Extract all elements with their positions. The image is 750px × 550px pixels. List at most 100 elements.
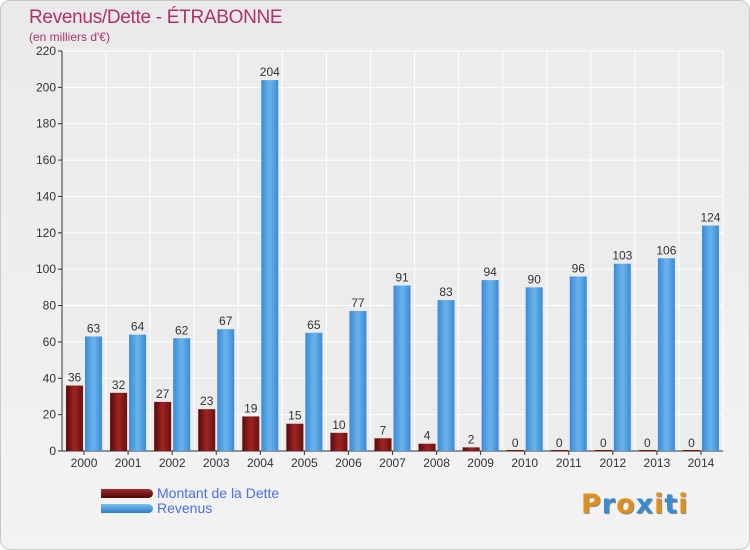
data-label-revenue: 106 xyxy=(656,243,676,257)
bar-debt xyxy=(682,450,700,451)
bar-debt xyxy=(506,450,524,451)
x-tick-label: 2004 xyxy=(247,456,274,470)
legend-label-debt: Montant de la Dette xyxy=(157,485,280,501)
plot-area xyxy=(62,51,723,451)
x-tick-label: 2007 xyxy=(379,456,406,470)
bar-debt xyxy=(286,423,304,451)
logo-letter: x xyxy=(635,489,655,520)
bar-debt xyxy=(110,392,128,451)
y-tick-label: 180 xyxy=(36,117,56,131)
bar-revenue xyxy=(217,329,235,451)
x-tick-label: 2008 xyxy=(423,456,450,470)
y-tick-label: 20 xyxy=(43,408,57,422)
data-label-debt: 0 xyxy=(556,436,563,450)
logo-letter: i xyxy=(678,489,689,520)
data-label-debt: 27 xyxy=(156,387,170,401)
y-tick-label: 100 xyxy=(36,262,56,276)
x-tick-label: 2009 xyxy=(467,456,494,470)
data-label-debt: 15 xyxy=(288,409,302,423)
data-label-revenue: 63 xyxy=(87,321,101,335)
bar-debt xyxy=(594,450,612,451)
data-label-revenue: 62 xyxy=(175,323,189,337)
data-label-debt: 0 xyxy=(688,436,695,450)
data-label-debt: 32 xyxy=(112,378,126,392)
data-label-revenue: 83 xyxy=(439,285,453,299)
bar-revenue xyxy=(613,263,631,451)
y-tick-label: 200 xyxy=(36,80,56,94)
data-label-revenue: 94 xyxy=(483,265,497,279)
data-label-revenue: 91 xyxy=(395,271,409,285)
data-label-revenue: 204 xyxy=(260,65,280,79)
logo-letter: t xyxy=(664,489,679,520)
bar-revenue xyxy=(173,338,191,451)
legend-swatch-revenue xyxy=(101,504,153,513)
bar-revenue xyxy=(481,280,499,451)
bar-revenue xyxy=(393,285,411,451)
y-tick-label: 40 xyxy=(43,371,57,385)
bar-debt xyxy=(462,447,480,451)
logo-letter: P xyxy=(581,489,602,520)
bar-debt xyxy=(638,450,656,451)
data-label-revenue: 67 xyxy=(219,314,233,328)
bar-debt xyxy=(242,416,260,451)
x-tick-label: 2005 xyxy=(291,456,318,470)
logo-letter: i xyxy=(654,489,665,520)
chart-title: Revenus/Dette - ÉTRABONNE xyxy=(29,7,283,28)
data-label-debt: 0 xyxy=(600,436,607,450)
legend-label-revenue: Revenus xyxy=(157,500,213,516)
bar-debt xyxy=(66,385,84,451)
x-tick-label: 2006 xyxy=(335,456,362,470)
data-label-revenue: 124 xyxy=(700,211,720,225)
data-label-revenue: 96 xyxy=(572,261,586,275)
x-tick-label: 2013 xyxy=(644,456,671,470)
y-tick-label: 160 xyxy=(36,153,56,167)
x-tick-label: 2000 xyxy=(71,456,98,470)
data-label-debt: 19 xyxy=(244,401,258,415)
bar-debt xyxy=(198,409,216,451)
y-tick-label: 60 xyxy=(43,335,57,349)
x-tick-label: 2011 xyxy=(556,456,582,470)
data-label-revenue: 103 xyxy=(612,249,632,263)
bar-revenue xyxy=(569,276,587,451)
data-label-debt: 7 xyxy=(380,423,387,437)
logo-letter: o xyxy=(616,489,636,520)
bar-revenue xyxy=(349,311,367,451)
bar-revenue xyxy=(261,80,279,451)
data-label-debt: 23 xyxy=(200,394,214,408)
bar-debt xyxy=(330,432,348,451)
y-tick-label: 140 xyxy=(36,189,56,203)
data-label-revenue: 64 xyxy=(131,320,145,334)
proxiti-logo: Proxiti xyxy=(581,489,689,520)
x-tick-label: 2001 xyxy=(115,456,142,470)
bar-revenue xyxy=(85,336,103,451)
bar-debt xyxy=(154,401,172,451)
chart-subtitle: (en milliers d'€) xyxy=(29,30,110,44)
bar-revenue xyxy=(657,258,675,451)
x-tick-label: 2014 xyxy=(688,456,715,470)
data-label-debt: 2 xyxy=(468,432,475,446)
bar-revenue xyxy=(129,334,147,451)
y-tick-label: 80 xyxy=(43,299,57,313)
y-tick-label: 120 xyxy=(36,226,56,240)
data-label-revenue: 90 xyxy=(528,272,542,286)
x-tick-label: 2002 xyxy=(159,456,186,470)
bar-debt xyxy=(374,438,392,451)
data-label-debt: 0 xyxy=(512,436,519,450)
legend-swatch-debt xyxy=(101,489,153,498)
bar-revenue xyxy=(305,332,323,451)
bar-debt xyxy=(418,443,436,451)
x-tick-label: 2012 xyxy=(599,456,626,470)
bar-revenue xyxy=(525,287,543,451)
data-label-debt: 4 xyxy=(424,429,431,443)
data-label-debt: 10 xyxy=(332,418,346,432)
y-tick-label: 0 xyxy=(49,444,56,458)
data-label-debt: 36 xyxy=(68,371,82,385)
data-label-debt: 0 xyxy=(644,436,651,450)
logo-letter: r xyxy=(601,489,617,520)
x-tick-label: 2010 xyxy=(511,456,538,470)
data-label-revenue: 65 xyxy=(307,318,321,332)
y-tick-label: 220 xyxy=(36,44,56,58)
x-tick-label: 2003 xyxy=(203,456,230,470)
